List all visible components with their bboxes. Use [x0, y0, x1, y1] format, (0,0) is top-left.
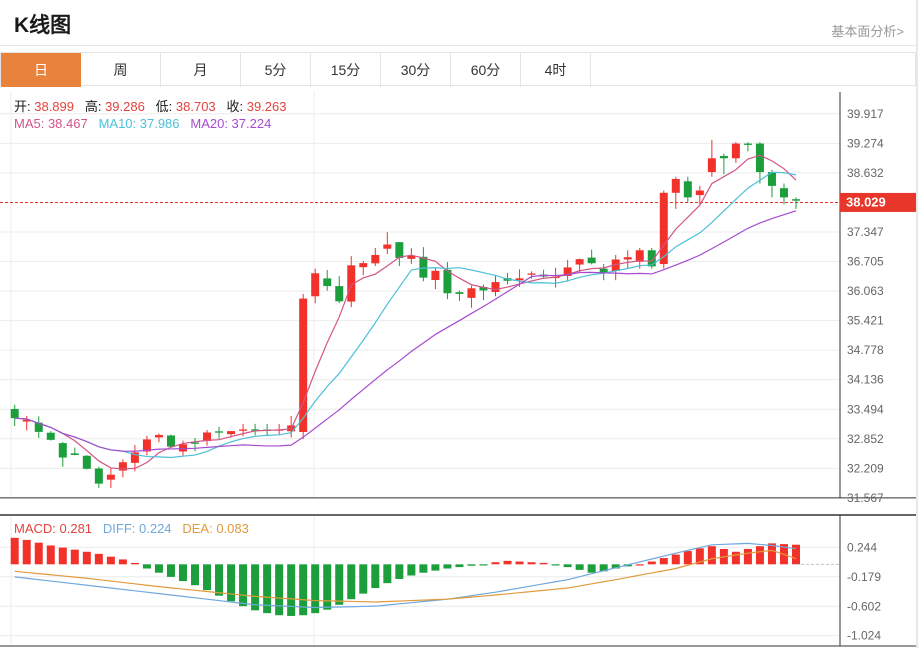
svg-text:-0.179: -0.179: [847, 570, 881, 584]
svg-text:0.244: 0.244: [847, 540, 877, 554]
svg-text:-0.602: -0.602: [847, 599, 881, 613]
svg-text:-1.024: -1.024: [847, 629, 881, 643]
